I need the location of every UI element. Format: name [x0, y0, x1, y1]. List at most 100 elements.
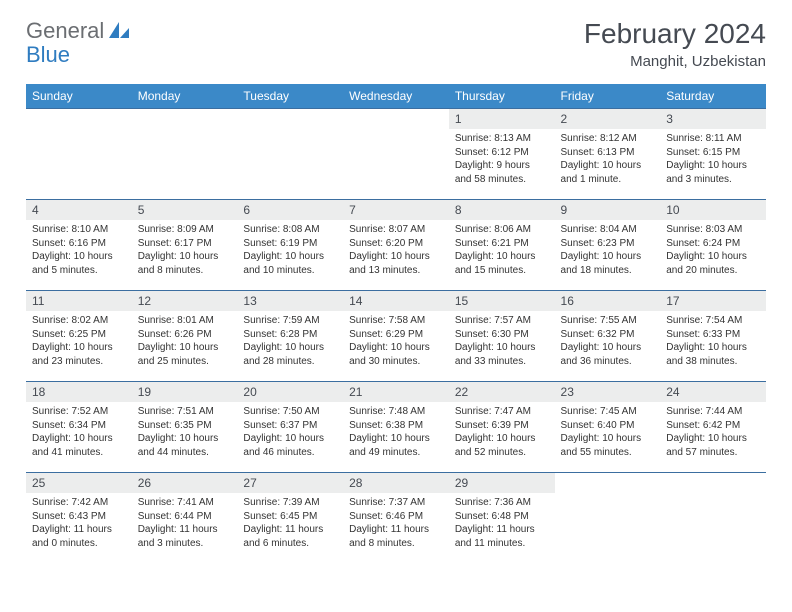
sunset-line: Sunset: 6:38 PM [349, 419, 443, 433]
day-info: Sunrise: 7:55 AMSunset: 6:32 PMDaylight:… [555, 311, 661, 372]
day-info: Sunrise: 7:57 AMSunset: 6:30 PMDaylight:… [449, 311, 555, 372]
daylight-line: Daylight: 11 hours and 0 minutes. [32, 523, 126, 550]
daylight-line: Daylight: 10 hours and 1 minute. [561, 159, 655, 186]
daylight-line: Daylight: 10 hours and 5 minutes. [32, 250, 126, 277]
calendar-empty-cell [660, 473, 766, 564]
sunset-line: Sunset: 6:48 PM [455, 510, 549, 524]
daylight-line: Daylight: 11 hours and 8 minutes. [349, 523, 443, 550]
day-number: 12 [132, 291, 238, 311]
sunrise-line: Sunrise: 7:48 AM [349, 405, 443, 419]
daylight-line: Daylight: 10 hours and 41 minutes. [32, 432, 126, 459]
sunrise-line: Sunrise: 7:36 AM [455, 496, 549, 510]
day-number: 20 [237, 382, 343, 402]
day-info: Sunrise: 8:10 AMSunset: 6:16 PMDaylight:… [26, 220, 132, 281]
sunrise-line: Sunrise: 8:08 AM [243, 223, 337, 237]
calendar-day-cell: 13Sunrise: 7:59 AMSunset: 6:28 PMDayligh… [237, 291, 343, 382]
day-number: 2 [555, 109, 661, 129]
day-number: 5 [132, 200, 238, 220]
daylight-line: Daylight: 10 hours and 57 minutes. [666, 432, 760, 459]
day-info: Sunrise: 7:59 AMSunset: 6:28 PMDaylight:… [237, 311, 343, 372]
calendar-day-cell: 28Sunrise: 7:37 AMSunset: 6:46 PMDayligh… [343, 473, 449, 564]
day-info: Sunrise: 7:36 AMSunset: 6:48 PMDaylight:… [449, 493, 555, 554]
day-number: 18 [26, 382, 132, 402]
sunset-line: Sunset: 6:12 PM [455, 146, 549, 160]
weekday-header: Thursday [449, 84, 555, 109]
sunrise-line: Sunrise: 7:57 AM [455, 314, 549, 328]
daylight-line: Daylight: 10 hours and 33 minutes. [455, 341, 549, 368]
sunrise-line: Sunrise: 7:37 AM [349, 496, 443, 510]
calendar-empty-cell [237, 109, 343, 200]
calendar-day-cell: 4Sunrise: 8:10 AMSunset: 6:16 PMDaylight… [26, 200, 132, 291]
calendar-week-row: 25Sunrise: 7:42 AMSunset: 6:43 PMDayligh… [26, 473, 766, 564]
calendar-day-cell: 29Sunrise: 7:36 AMSunset: 6:48 PMDayligh… [449, 473, 555, 564]
calendar-day-cell: 11Sunrise: 8:02 AMSunset: 6:25 PMDayligh… [26, 291, 132, 382]
day-info: Sunrise: 7:39 AMSunset: 6:45 PMDaylight:… [237, 493, 343, 554]
sunrise-line: Sunrise: 7:58 AM [349, 314, 443, 328]
calendar-header-row: SundayMondayTuesdayWednesdayThursdayFrid… [26, 84, 766, 109]
daylight-line: Daylight: 11 hours and 6 minutes. [243, 523, 337, 550]
daylight-line: Daylight: 11 hours and 11 minutes. [455, 523, 549, 550]
sunset-line: Sunset: 6:15 PM [666, 146, 760, 160]
sunset-line: Sunset: 6:24 PM [666, 237, 760, 251]
sunrise-line: Sunrise: 7:41 AM [138, 496, 232, 510]
logo-word-general: General [26, 18, 104, 44]
calendar-day-cell: 22Sunrise: 7:47 AMSunset: 6:39 PMDayligh… [449, 382, 555, 473]
sunset-line: Sunset: 6:32 PM [561, 328, 655, 342]
sunset-line: Sunset: 6:42 PM [666, 419, 760, 433]
calendar-table: SundayMondayTuesdayWednesdayThursdayFrid… [26, 84, 766, 564]
calendar-week-row: 4Sunrise: 8:10 AMSunset: 6:16 PMDaylight… [26, 200, 766, 291]
sunset-line: Sunset: 6:29 PM [349, 328, 443, 342]
day-info: Sunrise: 8:08 AMSunset: 6:19 PMDaylight:… [237, 220, 343, 281]
sunrise-line: Sunrise: 8:10 AM [32, 223, 126, 237]
day-number: 24 [660, 382, 766, 402]
day-number: 21 [343, 382, 449, 402]
day-info: Sunrise: 8:13 AMSunset: 6:12 PMDaylight:… [449, 129, 555, 190]
sunrise-line: Sunrise: 8:12 AM [561, 132, 655, 146]
sunset-line: Sunset: 6:44 PM [138, 510, 232, 524]
daylight-line: Daylight: 10 hours and 3 minutes. [666, 159, 760, 186]
calendar-empty-cell [555, 473, 661, 564]
day-number: 17 [660, 291, 766, 311]
sunrise-line: Sunrise: 7:45 AM [561, 405, 655, 419]
weekday-header: Wednesday [343, 84, 449, 109]
sunset-line: Sunset: 6:45 PM [243, 510, 337, 524]
sunset-line: Sunset: 6:13 PM [561, 146, 655, 160]
weekday-header: Saturday [660, 84, 766, 109]
sunset-line: Sunset: 6:30 PM [455, 328, 549, 342]
calendar-day-cell: 9Sunrise: 8:04 AMSunset: 6:23 PMDaylight… [555, 200, 661, 291]
day-info: Sunrise: 7:50 AMSunset: 6:37 PMDaylight:… [237, 402, 343, 463]
daylight-line: Daylight: 10 hours and 46 minutes. [243, 432, 337, 459]
sunset-line: Sunset: 6:25 PM [32, 328, 126, 342]
calendar-day-cell: 26Sunrise: 7:41 AMSunset: 6:44 PMDayligh… [132, 473, 238, 564]
day-number: 15 [449, 291, 555, 311]
day-number: 26 [132, 473, 238, 493]
location-label: Manghit, Uzbekistan [584, 53, 766, 70]
sunrise-line: Sunrise: 7:59 AM [243, 314, 337, 328]
calendar-day-cell: 12Sunrise: 8:01 AMSunset: 6:26 PMDayligh… [132, 291, 238, 382]
day-number: 6 [237, 200, 343, 220]
weekday-header: Sunday [26, 84, 132, 109]
sunrise-line: Sunrise: 7:44 AM [666, 405, 760, 419]
sunrise-line: Sunrise: 7:55 AM [561, 314, 655, 328]
calendar-empty-cell [343, 109, 449, 200]
calendar-day-cell: 1Sunrise: 8:13 AMSunset: 6:12 PMDaylight… [449, 109, 555, 200]
day-info: Sunrise: 8:03 AMSunset: 6:24 PMDaylight:… [660, 220, 766, 281]
calendar-day-cell: 5Sunrise: 8:09 AMSunset: 6:17 PMDaylight… [132, 200, 238, 291]
calendar-day-cell: 8Sunrise: 8:06 AMSunset: 6:21 PMDaylight… [449, 200, 555, 291]
calendar-day-cell: 25Sunrise: 7:42 AMSunset: 6:43 PMDayligh… [26, 473, 132, 564]
sunrise-line: Sunrise: 8:01 AM [138, 314, 232, 328]
day-info: Sunrise: 8:01 AMSunset: 6:26 PMDaylight:… [132, 311, 238, 372]
day-number: 3 [660, 109, 766, 129]
sunrise-line: Sunrise: 7:39 AM [243, 496, 337, 510]
day-number: 22 [449, 382, 555, 402]
daylight-line: Daylight: 10 hours and 55 minutes. [561, 432, 655, 459]
day-info: Sunrise: 8:04 AMSunset: 6:23 PMDaylight:… [555, 220, 661, 281]
day-info: Sunrise: 7:54 AMSunset: 6:33 PMDaylight:… [660, 311, 766, 372]
calendar-week-row: 1Sunrise: 8:13 AMSunset: 6:12 PMDaylight… [26, 109, 766, 200]
daylight-line: Daylight: 10 hours and 8 minutes. [138, 250, 232, 277]
weekday-header: Friday [555, 84, 661, 109]
sunrise-line: Sunrise: 8:02 AM [32, 314, 126, 328]
day-number: 8 [449, 200, 555, 220]
day-info: Sunrise: 7:48 AMSunset: 6:38 PMDaylight:… [343, 402, 449, 463]
day-info: Sunrise: 7:45 AMSunset: 6:40 PMDaylight:… [555, 402, 661, 463]
